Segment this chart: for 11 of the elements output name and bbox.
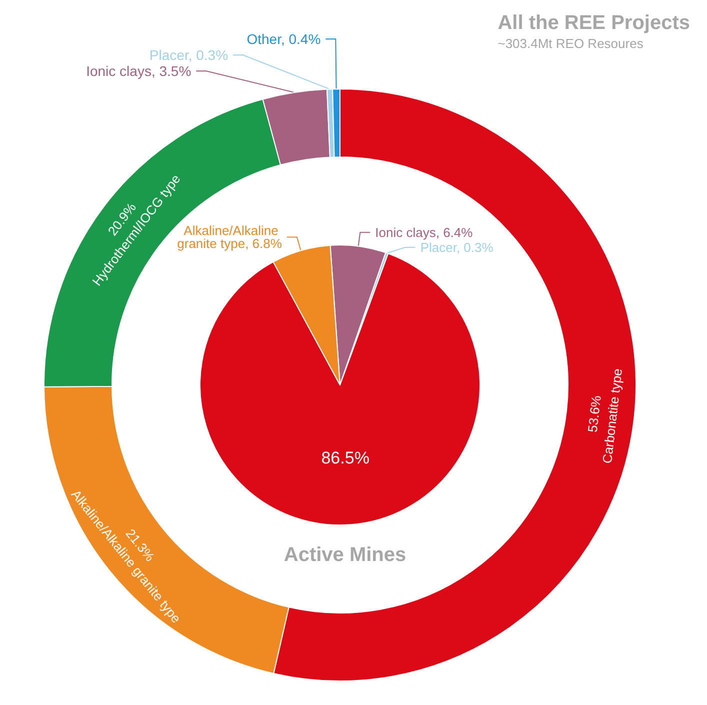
slice-label: Placer, 0.3%: [149, 47, 228, 64]
slice-label: Placer, 0.3%: [420, 240, 494, 255]
data-label: 86.5%: [321, 448, 370, 468]
slice-label: Ionic clays, 3.5%: [86, 63, 192, 80]
chart-subtitle: ~303.4Mt REO Resoures: [498, 36, 644, 51]
slice-label: Other, 0.4%: [246, 31, 321, 48]
data-label: 53.6%: [584, 394, 604, 434]
chart-title: All the REE Projects: [498, 12, 690, 34]
slice-label: Alkaline/Alkaline granite type, 6.8%: [177, 223, 282, 252]
text: Active Mines: [284, 544, 406, 566]
slice-label: Ionic clays, 6.4%: [375, 224, 474, 240]
